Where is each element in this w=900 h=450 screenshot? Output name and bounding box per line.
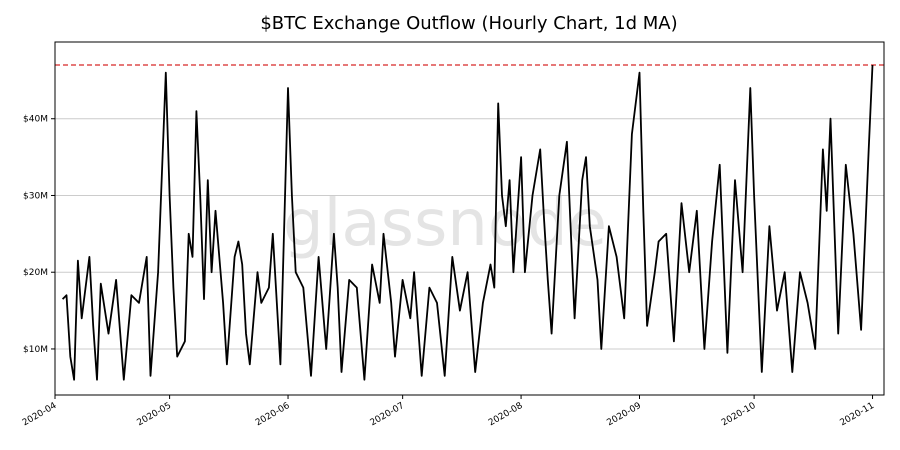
x-tick-label-7: 2020-11	[838, 401, 876, 428]
series-group	[61, 64, 874, 381]
x-tick-label-2: 2020-06	[254, 401, 292, 429]
y-tick-label-0: $10M	[23, 345, 48, 355]
chart-title: $BTC Exchange Outflow (Hourly Chart, 1d …	[260, 13, 677, 34]
x-tick-label-6: 2020-10	[720, 401, 758, 429]
x-tick-label-4: 2020-08	[487, 401, 525, 429]
x-tick-label-0: 2020-04	[21, 401, 59, 429]
x-axis: 2020-04 2020-05 2020-06 2020-07 2020-08 2020-…	[21, 395, 876, 428]
y-tick-label-1: $20M	[23, 268, 48, 278]
series-line-0	[61, 64, 874, 381]
x-tick-label-1: 2020-05	[136, 401, 174, 428]
watermark: glassnode	[283, 187, 607, 261]
x-tick-label-3: 2020-07	[369, 401, 407, 428]
y-axis: $10M $20M $30M $40M	[23, 115, 55, 355]
gridlines	[55, 118, 884, 350]
y-tick-label-3: $40M	[23, 115, 48, 125]
y-tick-label-2: $30M	[23, 191, 48, 201]
x-tick-label-5: 2020-09	[605, 401, 643, 429]
plot-frame	[54, 41, 885, 396]
